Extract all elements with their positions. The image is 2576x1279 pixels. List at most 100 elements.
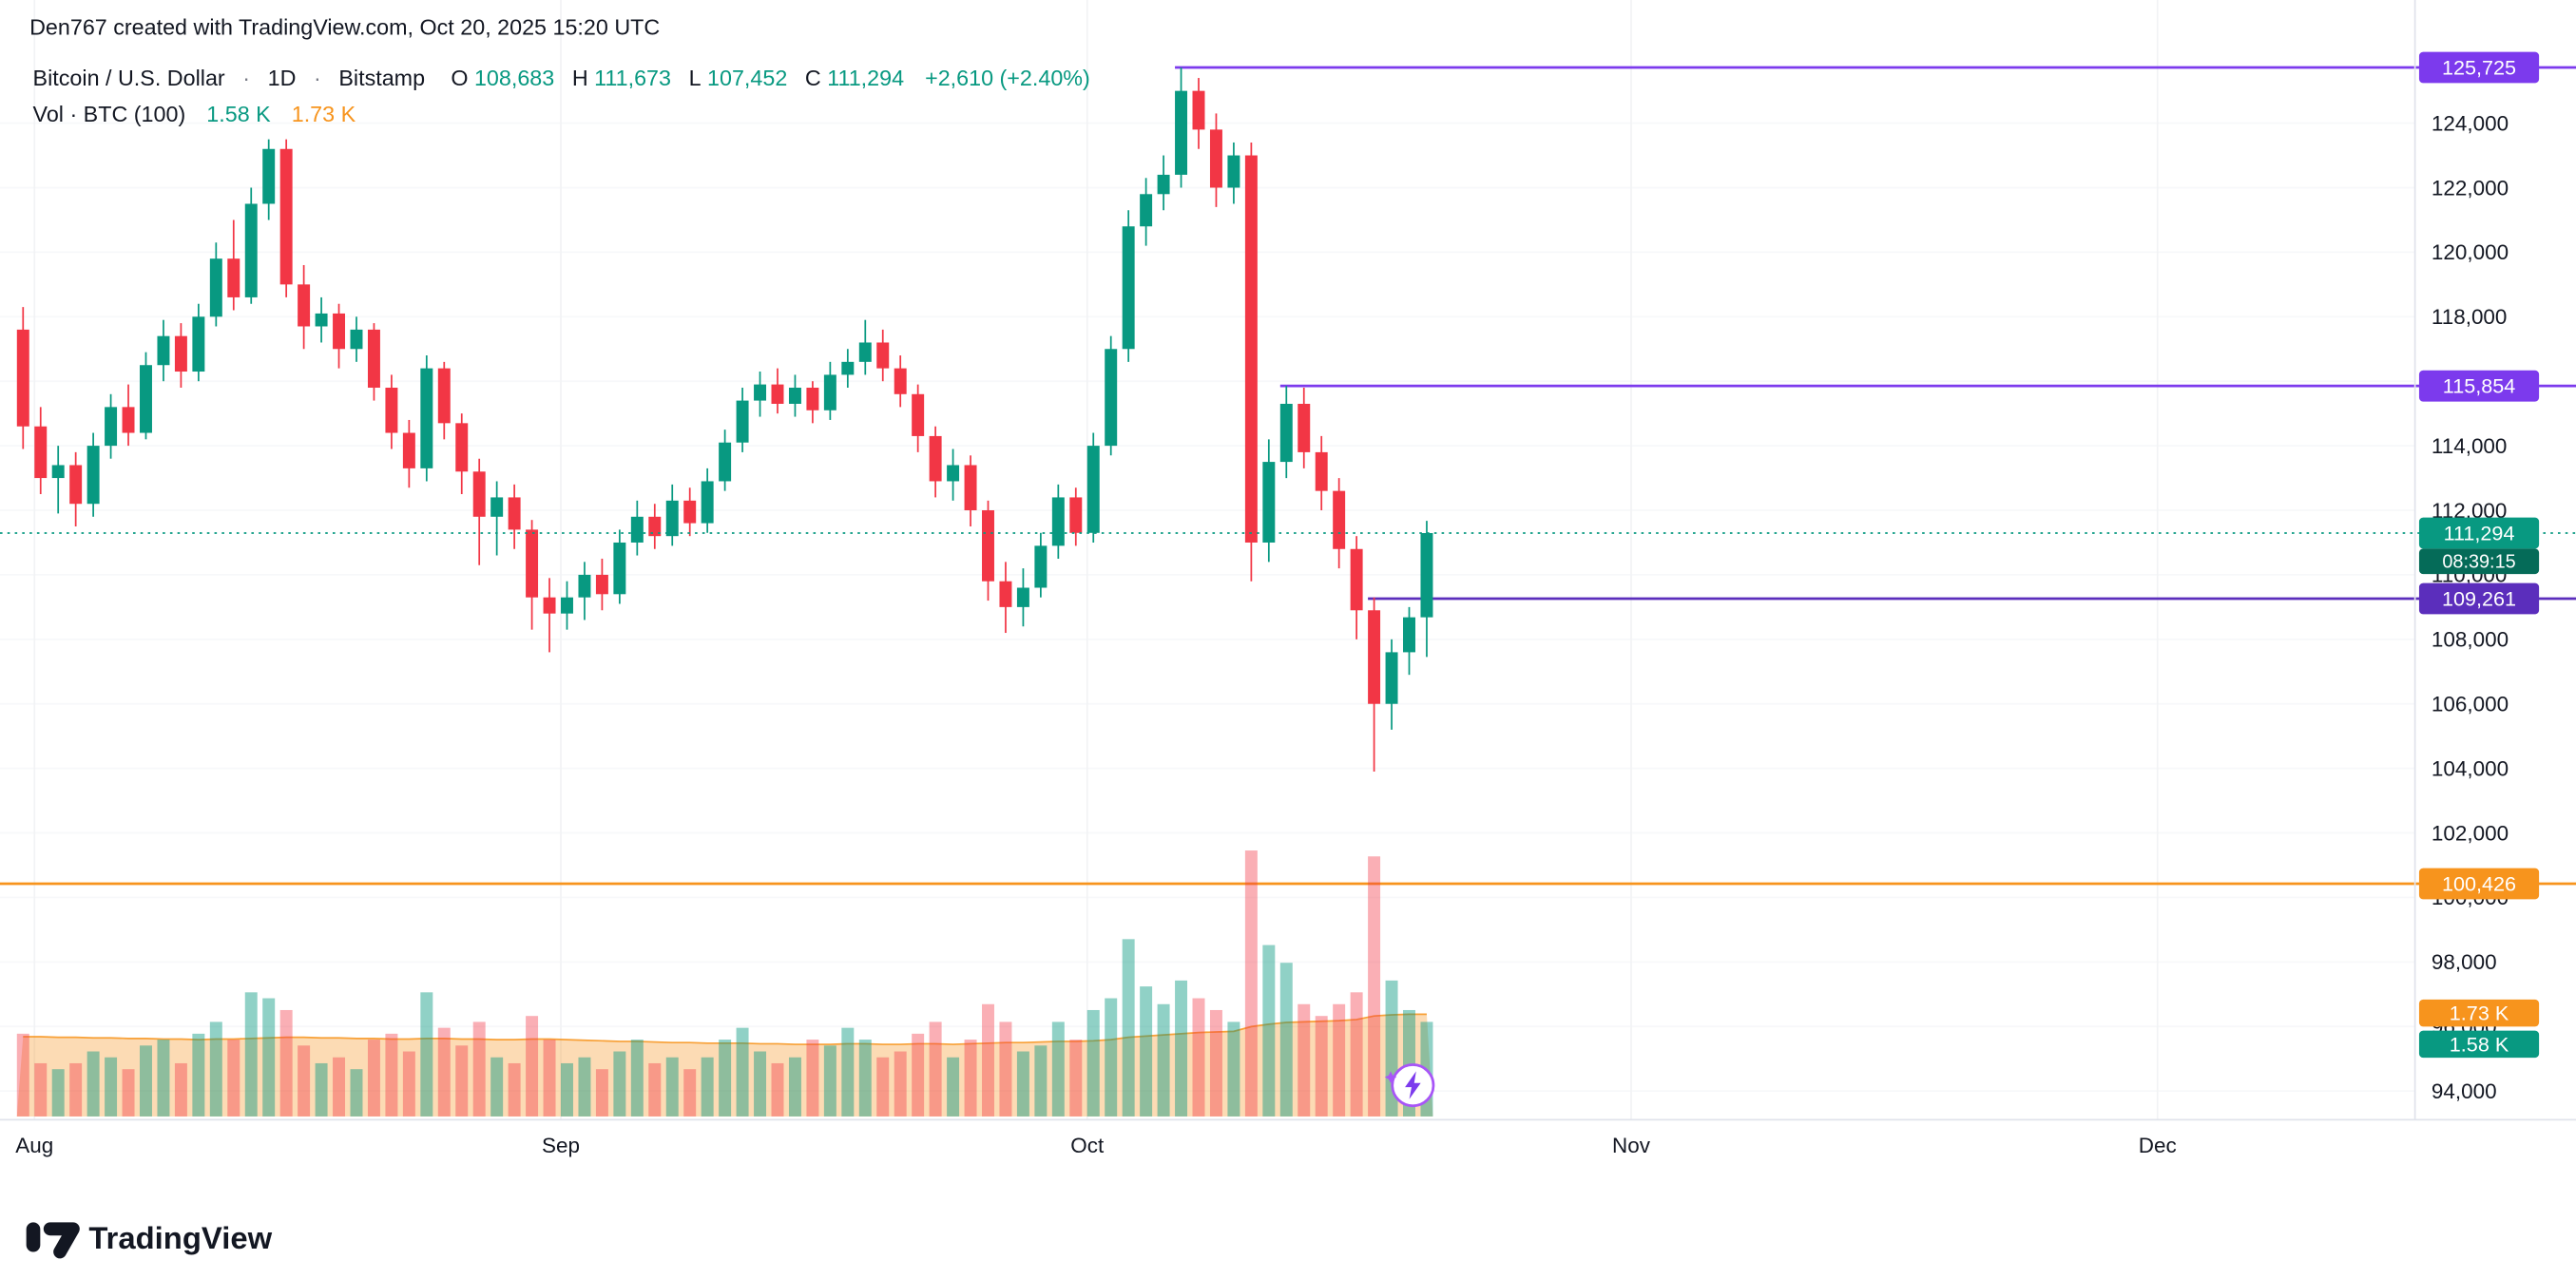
- price-label: 124,000: [2432, 111, 2509, 135]
- candle-body: [982, 510, 994, 582]
- volume-bar: [578, 1057, 591, 1117]
- magic-button[interactable]: [1384, 1063, 1435, 1108]
- volume-bar: [490, 1057, 504, 1117]
- volume-bar: [472, 1021, 486, 1117]
- candle-body: [34, 426, 48, 479]
- volume-bar: [16, 1033, 29, 1117]
- volume-bar: [982, 1003, 994, 1117]
- candle-body: [1192, 90, 1205, 130]
- candle-body: [613, 542, 626, 595]
- candle-body: [858, 342, 872, 362]
- volume-bar: [1016, 1051, 1029, 1117]
- volume-bar: [1368, 856, 1381, 1117]
- candle-body: [16, 329, 29, 427]
- high-value: 111,673: [594, 66, 671, 90]
- candle-body: [630, 516, 644, 543]
- candle-body: [508, 497, 521, 530]
- change-value: +2,610 (+2.40%): [925, 66, 1090, 90]
- exchange-label: Bitstamp: [338, 66, 425, 90]
- candle-body: [244, 203, 258, 297]
- candle-body: [947, 465, 960, 482]
- interval-label[interactable]: 1D: [268, 66, 297, 90]
- volume-bar: [823, 1045, 836, 1117]
- volume-bar: [192, 1033, 205, 1117]
- volume-bar: [385, 1033, 398, 1117]
- volume-bar: [543, 1040, 556, 1117]
- volume-bar: [1034, 1045, 1048, 1117]
- countdown-badge: [2418, 548, 2540, 575]
- candle-body: [1069, 497, 1083, 533]
- volume-bar: [648, 1062, 662, 1117]
- price-badge: [2418, 517, 2540, 549]
- price-badge-label: 125,725: [2442, 55, 2516, 79]
- price-label: 106,000: [2432, 693, 2509, 716]
- volume-bar: [244, 992, 258, 1117]
- grid-lines: [33, 0, 2159, 1120]
- candle-body: [367, 329, 380, 388]
- candle-body: [1122, 226, 1135, 350]
- time-label: Sep: [542, 1134, 580, 1157]
- volume-bar: [1315, 1016, 1328, 1117]
- candle-body: [1227, 155, 1240, 188]
- countdown-label: 08:39:15: [2442, 551, 2515, 572]
- candle-body: [578, 574, 591, 598]
- volume-bar: [209, 1021, 222, 1117]
- volume-bar: [157, 1040, 170, 1117]
- price-badge-label: 1.58 K: [2450, 1032, 2509, 1056]
- volume-bar: [51, 1069, 65, 1117]
- candle-body: [806, 387, 819, 410]
- price-badge: [2418, 370, 2540, 402]
- tradingview-logo[interactable]: TradingView: [26, 1220, 273, 1259]
- volume-bar: [630, 1040, 644, 1117]
- volume-bar: [771, 1062, 784, 1117]
- low-label: L: [689, 66, 702, 90]
- volume-bar: [1157, 1003, 1170, 1117]
- candle-body: [1086, 446, 1100, 533]
- price-axis-badges: 125,725 115,854 109,261 100,426 1.73 K 1.58 K…: [2418, 51, 2540, 1059]
- volume-bar: [894, 1051, 907, 1117]
- price-badge-label: 111,294: [2444, 521, 2515, 544]
- volume-bar: [526, 1016, 539, 1117]
- volume-label[interactable]: Vol · BTC (100): [33, 102, 186, 126]
- candle-body: [1333, 490, 1346, 549]
- high-label: H: [572, 66, 588, 90]
- volume-bar: [736, 1027, 749, 1117]
- candle-body: [1244, 155, 1258, 543]
- lightning-icon: [1405, 1071, 1421, 1099]
- volume-bar: [1262, 945, 1276, 1117]
- volume-bar: [350, 1069, 363, 1117]
- volume-bar: [367, 1040, 380, 1117]
- candle-body: [648, 516, 662, 537]
- candle-body: [964, 465, 977, 511]
- candle-body: [1298, 403, 1311, 452]
- candle-body: [122, 407, 135, 433]
- volume-bar: [912, 1033, 925, 1117]
- candle-body: [841, 361, 855, 375]
- volume-bar: [719, 1040, 732, 1117]
- candle-body: [561, 597, 573, 614]
- symbol-title[interactable]: Bitcoin / U.S. Dollar: [33, 66, 225, 90]
- candle-body: [719, 442, 732, 482]
- volume-bar: [665, 1057, 679, 1117]
- tv-logo-bar: [26, 1222, 41, 1252]
- volume-value: 1.58 K: [206, 102, 271, 126]
- price-label: 108,000: [2432, 628, 2509, 652]
- volume-bar: [105, 1057, 118, 1117]
- price-label: 122,000: [2432, 176, 2509, 200]
- volume-bar: [1069, 1040, 1083, 1117]
- price-badge-label: 109,261: [2442, 586, 2516, 610]
- time-label: Aug: [15, 1134, 53, 1157]
- price-label: 120,000: [2432, 240, 2509, 264]
- candle-body: [1051, 497, 1065, 546]
- time-axis[interactable]: Aug Sep Oct Nov Dec: [15, 1134, 2176, 1157]
- volume-bar: [947, 1057, 960, 1117]
- candle-body: [1385, 652, 1398, 704]
- candle-body: [333, 313, 346, 350]
- candle-body: [1315, 451, 1328, 491]
- candle-body: [1157, 174, 1170, 195]
- volume-bar: [455, 1045, 469, 1117]
- time-label: Oct: [1070, 1134, 1105, 1157]
- volume-bar: [1051, 1021, 1065, 1117]
- candle-body: [69, 465, 83, 505]
- candle-body: [105, 407, 118, 447]
